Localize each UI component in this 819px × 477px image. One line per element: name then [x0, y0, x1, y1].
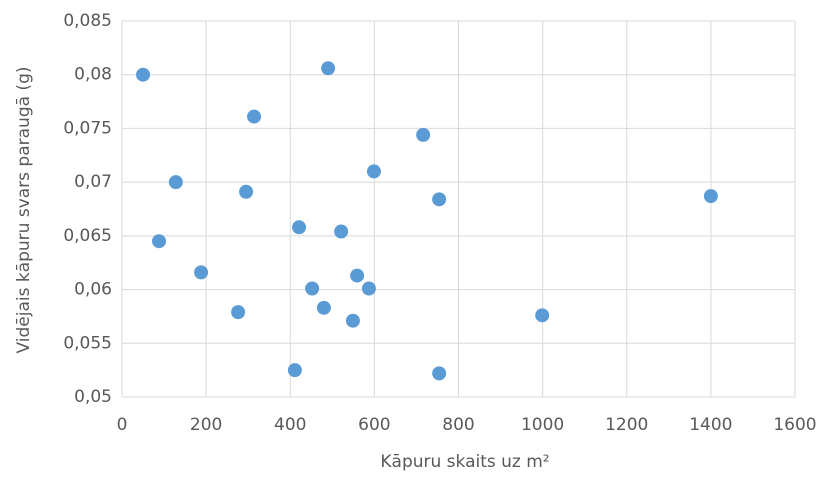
point: [703, 189, 718, 204]
x-tick-label: 1200: [605, 415, 648, 435]
x-tick-label: 800: [442, 415, 474, 435]
x-tick-label: 1000: [521, 415, 564, 435]
y-tick-label: 0,07: [74, 172, 112, 192]
point: [321, 61, 336, 76]
point: [350, 268, 365, 283]
point: [305, 281, 320, 296]
point: [194, 265, 209, 280]
y-tick-label: 0,06: [74, 280, 112, 300]
x-tick-label: 0: [117, 415, 128, 435]
x-tick-label: 1400: [689, 415, 732, 435]
point: [334, 224, 349, 239]
x-tick-label: 1600: [773, 415, 816, 435]
point: [361, 281, 376, 296]
x-axis-label: Kāpuru skaits uz m²: [380, 452, 549, 472]
y-axis-label: Vidējais kāpuru svars paraugā (g): [14, 67, 34, 354]
point: [366, 164, 381, 179]
point: [168, 175, 183, 190]
point: [345, 313, 360, 328]
point: [292, 220, 307, 235]
point: [432, 192, 447, 207]
y-tick-label: 0,055: [63, 333, 112, 353]
point: [287, 363, 302, 378]
point: [231, 305, 246, 320]
point: [432, 366, 447, 381]
point: [416, 127, 431, 142]
y-tick-label: 0,05: [74, 387, 112, 407]
point: [316, 300, 331, 315]
y-tick-label: 0,065: [63, 226, 112, 246]
point: [152, 234, 167, 249]
x-tick-label: 400: [274, 415, 306, 435]
point: [247, 109, 262, 124]
x-tick-label: 600: [358, 415, 390, 435]
point: [136, 67, 151, 82]
x-tick-label: 200: [190, 415, 222, 435]
y-tick-label: 0,085: [63, 11, 112, 31]
point: [535, 308, 550, 323]
y-tick-label: 0,075: [63, 118, 112, 138]
y-tick-label: 0,08: [74, 65, 112, 85]
point: [239, 184, 254, 199]
